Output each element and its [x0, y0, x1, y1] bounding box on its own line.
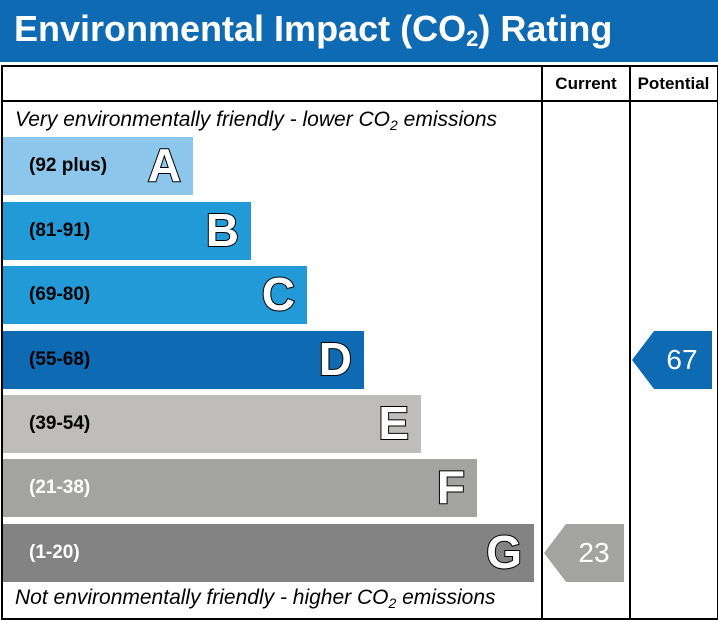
current-rating-marker: 23: [544, 524, 624, 582]
band-letter: A: [147, 138, 182, 192]
band-d: (55-68) D: [3, 331, 364, 389]
potential-rating-marker-arrow-shape: [632, 331, 712, 389]
band-b: (81-91) B: [3, 202, 251, 260]
current-column-header: Current: [555, 74, 617, 93]
band-c: (69-80) C: [3, 266, 307, 324]
band-letter: G: [485, 525, 523, 579]
band-range-label: (1-20): [29, 542, 80, 563]
band-letter: F: [436, 460, 466, 514]
band-letter: B: [205, 203, 240, 257]
band-range-label: (92 plus): [29, 155, 108, 176]
potential-rating-marker-arrow: [632, 331, 712, 389]
band-range-label: (55-68): [29, 349, 91, 370]
chart-title: Environmental Impact (CO2) Rating: [14, 8, 613, 51]
potential-rating-marker: 67: [632, 331, 712, 389]
band-range-label: (69-80): [29, 284, 91, 305]
title-bar: Environmental Impact (CO2) Rating: [0, 0, 718, 62]
header-divider: [1, 100, 717, 102]
potential-rating-marker-value: 67: [666, 344, 698, 375]
current-rating-marker-arrow-shape: [544, 524, 624, 582]
band-range-label: (21-38): [29, 477, 91, 498]
band-letter: C: [261, 267, 296, 321]
top-note: Very environmentally friendly - lower CO…: [15, 108, 498, 133]
band-letter: E: [377, 396, 410, 450]
band-a: (92 plus) A: [3, 137, 193, 195]
band-letter: D: [318, 332, 353, 386]
band-g: (1-20) G: [3, 524, 534, 582]
current-rating-marker-value: 23: [578, 537, 610, 568]
current-column-divider: [541, 65, 543, 620]
band-range-label: (39-54): [29, 413, 91, 434]
potential-column-divider: [629, 65, 631, 620]
bottom-note: Not environmentally friendly - higher CO…: [15, 586, 496, 611]
band-range-label: (81-91): [29, 220, 91, 241]
current-rating-marker-arrow: [544, 524, 624, 582]
band-e: (39-54) E: [3, 395, 421, 453]
band-f: (21-38) F: [3, 459, 477, 517]
potential-column-header: Potential: [637, 74, 710, 93]
